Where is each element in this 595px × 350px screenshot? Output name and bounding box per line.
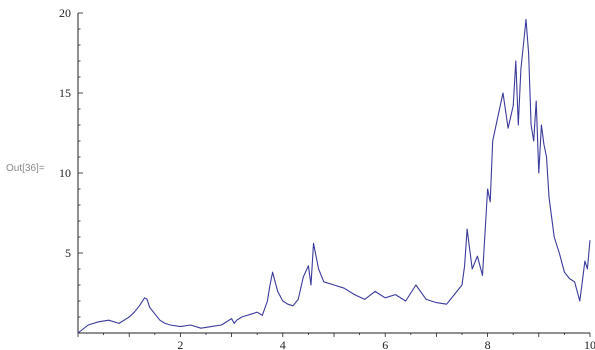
series-line bbox=[77, 18, 591, 334]
y-tick-label: 15 bbox=[59, 86, 71, 100]
y-tick-label: 10 bbox=[59, 166, 71, 180]
x-tick-label: 2 bbox=[177, 338, 183, 350]
x-tick-label: 8 bbox=[485, 338, 491, 350]
output-cell-label: Out[36]= bbox=[6, 163, 45, 174]
x-tick-label: 10 bbox=[584, 338, 595, 350]
x-tick-label: 4 bbox=[280, 338, 286, 350]
y-tick-label: 20 bbox=[59, 6, 71, 20]
x-tick-label: 6 bbox=[382, 338, 388, 350]
y-tick-label: 5 bbox=[65, 246, 71, 260]
